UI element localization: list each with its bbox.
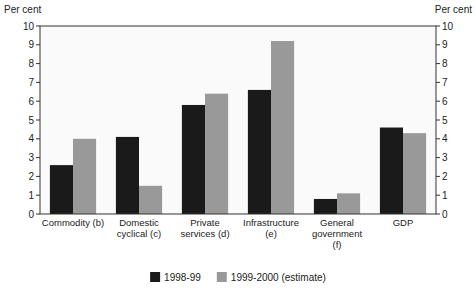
y-tick (36, 82, 40, 83)
x-tick-label: GDP (393, 217, 414, 228)
bar (73, 139, 96, 214)
y-tick (36, 101, 40, 102)
y2-tick-label: 10 (442, 21, 454, 32)
x-tick-label: Infrastructure(e) (243, 217, 299, 239)
bar (205, 94, 228, 214)
bar (139, 186, 162, 214)
legend-swatch (150, 272, 160, 282)
y2-tick (436, 44, 440, 45)
x-tick-label-line: services (d) (180, 228, 229, 239)
bar (116, 137, 139, 214)
y2-tick-label: 0 (442, 209, 448, 220)
x-tick-label-line: GDP (393, 217, 414, 228)
y2-tick-label: 4 (442, 133, 448, 144)
y2-tick (436, 120, 440, 121)
y-tick-label: 4 (28, 133, 34, 144)
y2-tick (436, 82, 440, 83)
x-tick-label: Domesticcyclical (c) (117, 217, 161, 239)
legend-swatch (217, 272, 227, 282)
bar (403, 133, 426, 214)
x-tick-label-line: government (312, 228, 363, 239)
y2-tick-label: 3 (442, 152, 448, 163)
y-tick (36, 195, 40, 196)
x-tick-label: Generalgovernment(f) (312, 217, 363, 250)
y2-tick-label: 8 (442, 58, 448, 69)
y2-tick-label: 5 (442, 115, 448, 126)
y-tick-label: 6 (28, 96, 34, 107)
bar (271, 41, 294, 214)
y2-tick (436, 63, 440, 64)
y-axis-label: Per cent (4, 4, 41, 15)
legend-label: 1999-2000 (estimate) (231, 272, 326, 283)
y-tick (36, 157, 40, 158)
bars (50, 41, 426, 214)
y-tick-label: 5 (28, 115, 34, 126)
y-tick-label: 8 (28, 58, 34, 69)
y2-tick (436, 157, 440, 158)
y2-tick-label: 7 (442, 77, 448, 88)
y-tick (36, 176, 40, 177)
y-tick-label: 3 (28, 152, 34, 163)
bar (314, 199, 337, 214)
x-tick-label: Privateservices (d) (180, 217, 229, 239)
y-tick-label: 1 (28, 190, 34, 201)
bar (182, 105, 205, 214)
legend-label: 1998-99 (164, 272, 201, 283)
y2-tick (436, 195, 440, 196)
chart: 0 1 2 3 4 5 6 7 8 9 10 0 1 2 3 4 5 6 7 8 9 10 Per cent Per cent… (0, 0, 476, 288)
y-tick-label: 2 (28, 171, 34, 182)
y-tick (36, 214, 40, 215)
bar (337, 193, 360, 214)
y-tick (36, 120, 40, 121)
bar (380, 128, 403, 214)
x-tick-label-line: (e) (265, 228, 277, 239)
x-tick-label-line: General (320, 217, 354, 228)
y2-tick (436, 176, 440, 177)
x-tick-label-line: Infrastructure (243, 217, 299, 228)
y2-tick-label: 6 (442, 96, 448, 107)
plot-area (40, 26, 436, 214)
plot-frame (40, 26, 436, 214)
y-tick-label: 9 (28, 39, 34, 50)
bar (50, 165, 73, 214)
y-tick (36, 26, 40, 27)
y2-tick (436, 214, 440, 215)
y2-tick-label: 1 (442, 190, 448, 201)
legend: 1998-99 1999-2000 (estimate) (150, 272, 326, 283)
y-tick (36, 44, 40, 45)
x-tick-label-line: cyclical (c) (117, 228, 161, 239)
y-tick (36, 138, 40, 139)
y-tick-label: 0 (28, 209, 34, 220)
x-tick-label: Commodity (b) (42, 217, 104, 228)
x-tick-label-line: Private (190, 217, 220, 228)
y-tick (36, 63, 40, 64)
y-tick-label: 10 (23, 21, 35, 32)
bar (248, 90, 271, 214)
y2-axis-label: Per cent (435, 4, 472, 15)
y2-tick-label: 9 (442, 39, 448, 50)
y2-tick (436, 138, 440, 139)
y2-tick (436, 101, 440, 102)
y2-tick (436, 26, 440, 27)
y-tick-label: 7 (28, 77, 34, 88)
x-tick-label-line: Commodity (b) (42, 217, 104, 228)
x-tick-label-line: Domestic (119, 217, 159, 228)
x-tick-label-line: (f) (333, 239, 342, 250)
y2-tick-label: 2 (442, 171, 448, 182)
